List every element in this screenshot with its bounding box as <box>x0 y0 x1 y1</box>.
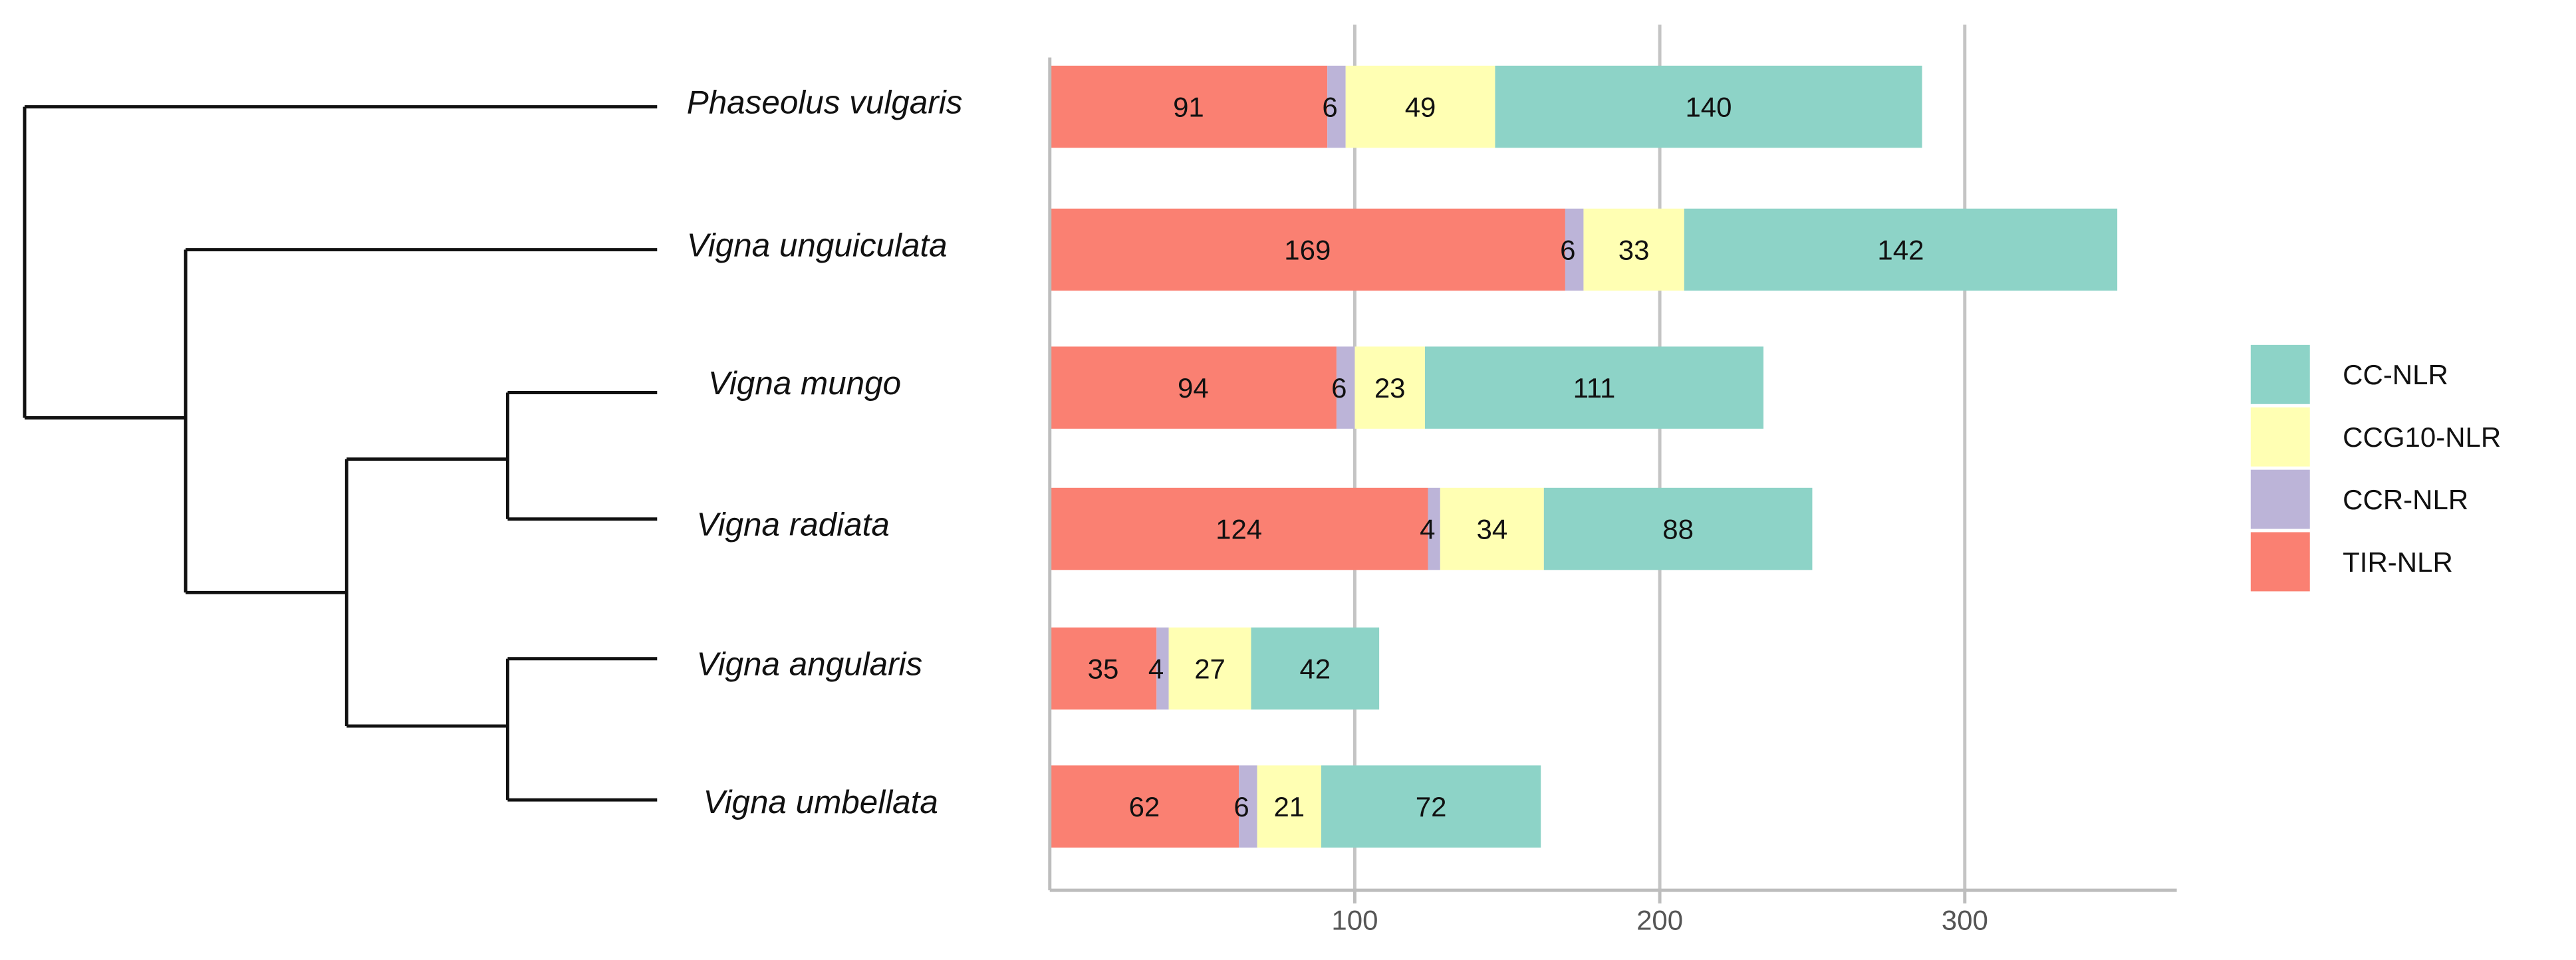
stacked-bars: 91 6 49 140 169 6 33 142 94 6 23 111 124 4 34 88 35 4 27 42… <box>1049 65 2118 848</box>
legend-label-tir-nlr: TIR-NLR <box>2343 546 2453 578</box>
legend-item-ccr-nlr: CCR-NLR <box>2250 469 2468 529</box>
bar-segment-cc-nlr-vigna-unguiculata <box>1684 208 2118 291</box>
legend: CC-NLR CCG10-NLR CCR-NLR TIR-NLR <box>2250 344 2501 592</box>
legend-label-ccg10-nlr: CCG10-NLR <box>2343 421 2501 453</box>
bar-row-vigna-umbellata: 62 6 21 72 <box>1049 765 1541 848</box>
data-label-tir-nlr-vigna-unguiculata: 169 <box>1284 234 1331 265</box>
bar-row-vigna-unguiculata: 169 6 33 142 <box>1049 208 2118 291</box>
bar-segment-ccg10-nlr-vigna-angularis <box>1168 627 1251 710</box>
species-label-vigna-umbellata: Vigna umbellata <box>703 784 938 820</box>
bar-segment-ccg10-nlr-vigna-radiata <box>1440 487 1544 570</box>
data-label-tir-nlr-vigna-umbellata: 62 <box>1129 791 1160 822</box>
bar-segment-cc-nlr-phaseolus-vulgaris <box>1495 65 1922 148</box>
data-label-tir-nlr-vigna-mungo: 94 <box>1178 372 1209 404</box>
data-label-ccg10-nlr-vigna-unguiculata: 33 <box>1618 234 1650 265</box>
legend-swatch-cc-nlr <box>2250 344 2310 404</box>
data-label-cc-nlr-vigna-umbellata: 72 <box>1416 791 1447 822</box>
data-label-ccr-nlr-vigna-angularis: 4 <box>1148 653 1164 684</box>
bar-segment-cc-nlr-vigna-angularis <box>1251 627 1380 710</box>
species-label-vigna-unguiculata: Vigna unguiculata <box>687 227 948 263</box>
data-label-ccg10-nlr-vigna-umbellata: 21 <box>1273 791 1305 822</box>
legend-item-ccg10-nlr: CCG10-NLR <box>2250 407 2501 467</box>
legend-swatch-ccr-nlr <box>2250 469 2310 529</box>
bar-segment-ccr-nlr-phaseolus-vulgaris <box>1327 65 1346 148</box>
bar-segment-cc-nlr-vigna-mungo <box>1424 346 1764 429</box>
species-labels: Phaseolus vulgaris Vigna unguiculata Vigna… <box>687 84 963 820</box>
bar-segment-tir-nlr-vigna-angularis <box>1049 627 1157 710</box>
legend-swatch-tir-nlr <box>2250 532 2310 592</box>
bar-segment-ccg10-nlr-vigna-umbellata <box>1257 765 1321 848</box>
x-tick-label-200: 200 <box>1636 904 1683 935</box>
data-label-cc-nlr-vigna-angularis: 42 <box>1299 653 1331 684</box>
data-label-ccr-nlr-phaseolus-vulgaris: 6 <box>1322 91 1337 122</box>
bar-segment-ccr-nlr-vigna-radiata <box>1428 487 1440 570</box>
legend-label-ccr-nlr: CCR-NLR <box>2343 484 2468 515</box>
bar-segment-cc-nlr-vigna-radiata <box>1543 487 1813 570</box>
species-label-vigna-mungo: Vigna mungo <box>708 365 901 402</box>
species-label-vigna-angularis: Vigna angularis <box>697 646 923 682</box>
data-label-ccr-nlr-vigna-unguiculata: 6 <box>1560 234 1575 265</box>
species-label-vigna-radiata: Vigna radiata <box>697 506 890 542</box>
bar-segment-ccr-nlr-vigna-unguiculata <box>1565 208 1584 291</box>
bar-row-phaseolus-vulgaris: 91 6 49 140 <box>1049 65 1922 148</box>
bar-segment-ccg10-nlr-vigna-unguiculata <box>1583 208 1684 291</box>
bar-segment-tir-nlr-phaseolus-vulgaris <box>1049 65 1328 148</box>
data-label-ccr-nlr-vigna-mungo: 6 <box>1331 372 1347 404</box>
bar-segment-tir-nlr-vigna-unguiculata <box>1049 208 1565 291</box>
data-label-cc-nlr-phaseolus-vulgaris: 140 <box>1685 91 1732 122</box>
data-label-ccg10-nlr-vigna-radiata: 34 <box>1476 513 1507 544</box>
data-label-tir-nlr-phaseolus-vulgaris: 91 <box>1173 91 1204 122</box>
data-label-tir-nlr-vigna-radiata: 124 <box>1216 513 1262 544</box>
bar-row-vigna-mungo: 94 6 23 111 <box>1049 346 1764 429</box>
data-label-cc-nlr-vigna-mungo: 111 <box>1573 372 1616 404</box>
legend-swatch-ccg10-nlr <box>2250 407 2310 467</box>
phylogenetic-tree <box>23 105 658 802</box>
bar-segment-ccg10-nlr-vigna-mungo <box>1354 346 1425 429</box>
bar-segment-ccr-nlr-vigna-angularis <box>1156 627 1169 710</box>
data-label-ccg10-nlr-vigna-angularis: 27 <box>1194 653 1225 684</box>
bar-segment-ccr-nlr-vigna-umbellata <box>1239 765 1257 848</box>
gridlines <box>1352 25 1967 891</box>
data-label-cc-nlr-vigna-radiata: 88 <box>1662 513 1694 544</box>
data-label-ccg10-nlr-phaseolus-vulgaris: 49 <box>1405 91 1436 122</box>
data-label-ccr-nlr-vigna-radiata: 4 <box>1420 513 1435 544</box>
bar-segment-tir-nlr-vigna-umbellata <box>1049 765 1239 848</box>
x-axis: 100 200 300 <box>1048 57 2177 935</box>
legend-label-cc-nlr: CC-NLR <box>2343 359 2448 390</box>
data-label-cc-nlr-vigna-unguiculata: 142 <box>1877 234 1924 265</box>
bar-segment-ccg10-nlr-phaseolus-vulgaris <box>1345 65 1495 148</box>
bar-row-vigna-angularis: 35 4 27 42 <box>1049 627 1380 710</box>
bar-segment-cc-nlr-vigna-umbellata <box>1321 765 1541 848</box>
bar-segment-ccr-nlr-vigna-mungo <box>1336 346 1355 429</box>
bar-segment-tir-nlr-vigna-mungo <box>1049 346 1337 429</box>
data-label-ccg10-nlr-vigna-mungo: 23 <box>1374 372 1406 404</box>
x-tick-label-100: 100 <box>1331 904 1378 935</box>
data-label-tir-nlr-vigna-angularis: 35 <box>1088 653 1119 684</box>
data-label-ccr-nlr-vigna-umbellata: 6 <box>1233 791 1249 822</box>
species-label-phaseolus-vulgaris: Phaseolus vulgaris <box>687 84 963 120</box>
bar-row-vigna-radiata: 124 4 34 88 <box>1049 487 1813 570</box>
bar-segment-tir-nlr-vigna-radiata <box>1049 487 1428 570</box>
legend-item-tir-nlr: TIR-NLR <box>2250 532 2453 592</box>
legend-item-cc-nlr: CC-NLR <box>2250 344 2448 404</box>
x-tick-label-300: 300 <box>1942 904 1988 935</box>
